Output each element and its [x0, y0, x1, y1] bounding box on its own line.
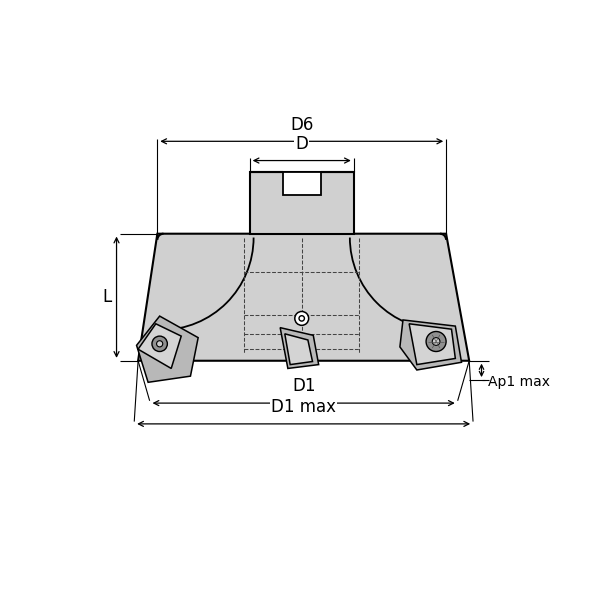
Circle shape [426, 331, 446, 352]
Text: D1: D1 [292, 377, 316, 395]
Circle shape [295, 311, 308, 325]
Text: D1 max: D1 max [271, 398, 336, 416]
Text: D6: D6 [290, 116, 313, 134]
Circle shape [432, 338, 440, 346]
Text: D: D [295, 135, 308, 153]
Polygon shape [138, 324, 181, 368]
Circle shape [299, 316, 304, 321]
Polygon shape [138, 233, 469, 361]
Circle shape [152, 336, 167, 352]
Polygon shape [137, 316, 198, 382]
Text: Ap1 max: Ap1 max [488, 374, 550, 389]
Polygon shape [400, 320, 461, 370]
Text: L: L [103, 288, 112, 306]
Circle shape [157, 341, 163, 347]
Polygon shape [280, 328, 319, 368]
Polygon shape [409, 324, 455, 365]
Polygon shape [283, 172, 322, 195]
Polygon shape [285, 334, 313, 365]
Polygon shape [250, 172, 354, 233]
